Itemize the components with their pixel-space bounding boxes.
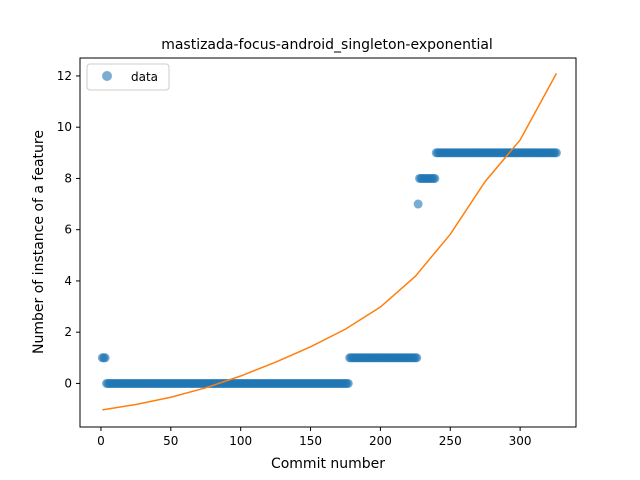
- legend-label-data: data: [131, 70, 158, 84]
- data-point: [430, 173, 440, 183]
- x-tick-label: 50: [163, 434, 178, 448]
- y-tick-label: 4: [64, 274, 72, 288]
- data-point: [551, 148, 561, 158]
- x-tick-label: 0: [97, 434, 105, 448]
- y-axis-label: Number of instance of a feature: [31, 130, 47, 354]
- data-point: [413, 199, 423, 209]
- y-tick-label: 6: [64, 223, 72, 237]
- y-tick-label: 10: [57, 120, 72, 134]
- x-tick-label: 300: [509, 434, 532, 448]
- x-axis-label: Commit number: [271, 456, 385, 472]
- legend-box: [86, 63, 170, 91]
- data-point: [343, 378, 353, 388]
- y-tick-label: 8: [64, 171, 72, 185]
- x-tick-label: 100: [229, 434, 252, 448]
- x-axis: 0 50 100 150 200 250 300: [97, 427, 532, 448]
- data-points: [97, 148, 561, 388]
- y-tick-label: 2: [64, 325, 72, 339]
- x-tick-label: 250: [439, 434, 462, 448]
- x-tick-label: 200: [369, 434, 392, 448]
- y-tick-label: 0: [64, 376, 72, 390]
- y-tick-label: 12: [57, 69, 72, 83]
- axes-frame: [79, 57, 577, 428]
- chart-title: mastizada-focus-android_singleton-expone…: [161, 37, 493, 53]
- fit-line: [102, 73, 558, 411]
- data-point: [100, 353, 110, 363]
- plot-area: [97, 73, 561, 411]
- x-tick-label: 150: [299, 434, 322, 448]
- data-point: [412, 353, 422, 363]
- y-axis: 0 2 4 6 8 10 12: [57, 69, 80, 390]
- legend-marker-data: [102, 71, 112, 81]
- legend: data: [86, 63, 170, 91]
